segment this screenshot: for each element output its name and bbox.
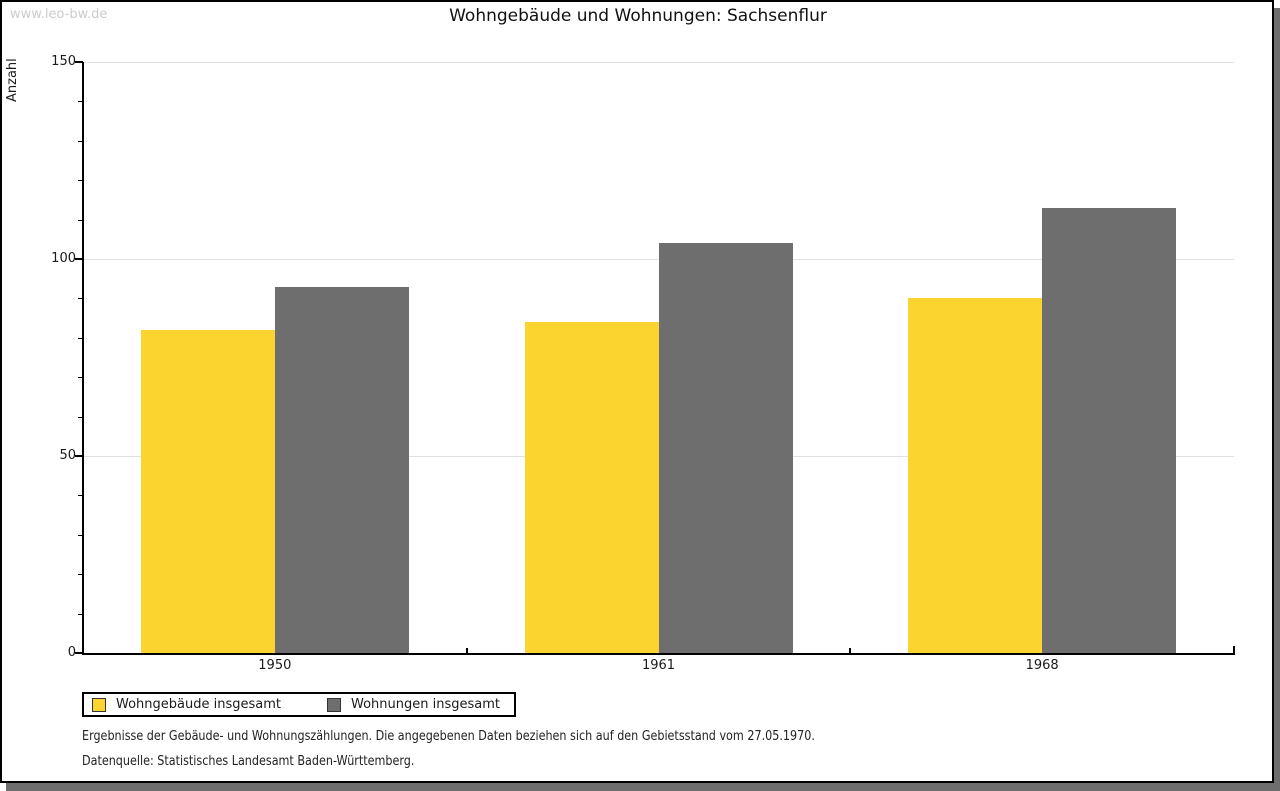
watermark: www.leo-bw.de [10, 7, 108, 22]
y-minor-tick [78, 337, 83, 339]
x-tick-label: 1968 [1025, 658, 1059, 673]
y-minor-tick [78, 534, 83, 536]
bar-1961-series1 [658, 243, 793, 653]
y-minor-tick [78, 140, 83, 142]
y-axis-label: Anzahl [5, 58, 20, 102]
x-tick-label: 1961 [641, 658, 676, 673]
bar-1961-series0 [524, 322, 659, 653]
y-tick-label: 150 [51, 54, 76, 69]
y-minor-tick [78, 495, 83, 497]
x-axis-end-tick [1233, 646, 1235, 653]
y-axis-line [82, 62, 84, 655]
y-minor-tick [78, 219, 83, 221]
y-tick-label: 0 [67, 645, 76, 660]
footer-source: Datenquelle: Statistisches Landesamt Bad… [82, 754, 415, 769]
x-tick-label: 1950 [258, 658, 292, 673]
x-boundary-tick [465, 648, 468, 653]
y-minor-tick [78, 101, 83, 103]
x-axis-line [82, 653, 1235, 655]
bar-1950-series1 [274, 286, 409, 653]
legend-label-wohngebaeude: Wohngebäude insgesamt [116, 697, 281, 712]
y-major-tick [75, 61, 83, 63]
y-minor-tick [78, 574, 83, 576]
y-tick-label: 50 [59, 448, 76, 463]
y-minor-tick [78, 377, 83, 379]
footer-note: Ergebnisse der Gebäude- und Wohnungszähl… [82, 729, 815, 744]
y-gridline [83, 62, 1234, 63]
y-major-tick [75, 258, 83, 260]
bar-1968-series0 [908, 298, 1043, 653]
plot-area: Anzahl 1950 1961 1968 0 50 100 150 [2, 2, 1274, 781]
chart-title: Wohngebäude und Wohnungen: Sachsenflur [449, 6, 827, 26]
y-minor-tick [78, 416, 83, 418]
y-minor-tick [78, 298, 83, 300]
bar-1968-series1 [1042, 207, 1177, 653]
legend: Wohngebäude insgesamt Wohnungen insgesam… [82, 692, 516, 717]
y-major-tick [75, 652, 83, 654]
legend-swatch-wohngebaeude [92, 697, 106, 712]
y-major-tick [75, 455, 83, 457]
y-minor-tick [78, 613, 83, 615]
y-tick-label: 100 [51, 251, 76, 266]
bar-1950-series0 [140, 329, 275, 653]
x-boundary-tick [849, 648, 852, 653]
legend-label-wohnungen: Wohnungen insgesamt [351, 697, 500, 712]
y-minor-tick [78, 180, 83, 182]
legend-swatch-wohnungen [327, 697, 341, 712]
